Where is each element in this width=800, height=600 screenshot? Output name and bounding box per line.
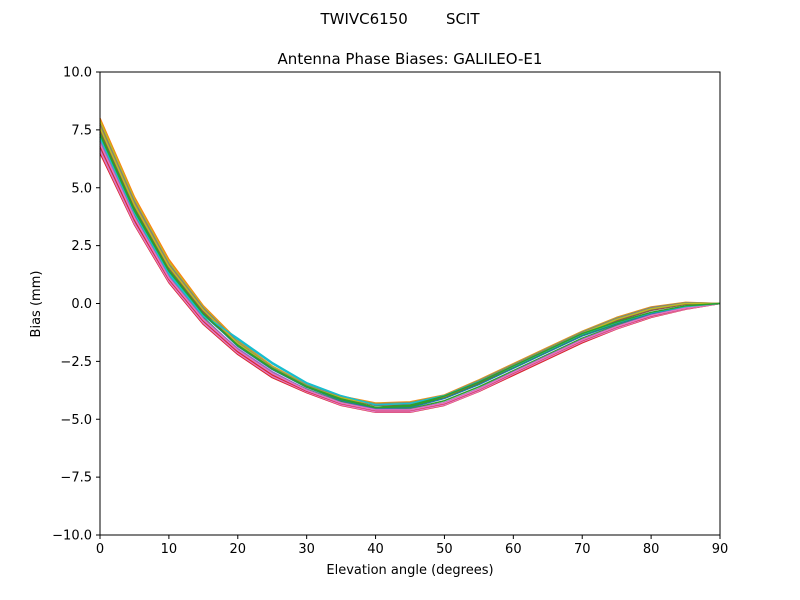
- series-line-15: [99, 141, 721, 411]
- x-tick-label: 40: [367, 542, 384, 557]
- series-line-19: [99, 127, 720, 406]
- series-line-12: [99, 124, 721, 406]
- series-line-6: [99, 122, 721, 405]
- series-line-21: [99, 134, 721, 408]
- series-line-3: [99, 141, 721, 411]
- x-tick-label: 30: [298, 542, 315, 557]
- x-tick-label: 90: [712, 542, 729, 557]
- x-tick-label: 10: [161, 542, 178, 557]
- x-tick-label: 80: [643, 542, 660, 557]
- x-tick-label: 70: [574, 542, 591, 557]
- series-line-10: [99, 138, 721, 407]
- x-tick-label: 20: [230, 542, 247, 557]
- x-tick-label: 60: [505, 542, 522, 557]
- series-line-11: [99, 134, 721, 409]
- series-line-13: [99, 131, 721, 409]
- y-tick-label: 10.0: [63, 66, 92, 81]
- series-line-2: [99, 117, 721, 404]
- y-tick-label: −7.5: [60, 471, 92, 486]
- series-line-17: [99, 143, 721, 411]
- series-line-9: [99, 120, 721, 405]
- series-line-18: [99, 124, 721, 405]
- y-axis-label: Bias (mm): [29, 271, 44, 338]
- y-axis: −10.0 −7.5 −5.0 −2.5 0.0 2.5 5.0 7.5 10.0: [52, 66, 100, 544]
- figure-suptitle: TWIVC6150 SCIT: [319, 10, 480, 28]
- x-tick-label: 0: [96, 542, 104, 557]
- chart-title: Antenna Phase Biases: GALILEO-E1: [278, 50, 543, 68]
- y-tick-label: −10.0: [52, 529, 92, 544]
- series-line-8: [99, 127, 720, 406]
- series-line-1: [99, 136, 721, 410]
- x-tick-label: 50: [436, 542, 453, 557]
- y-tick-label: 7.5: [71, 123, 92, 138]
- y-tick-label: 2.5: [71, 239, 92, 254]
- series-line-14: [99, 145, 721, 412]
- y-tick-label: 5.0: [71, 181, 92, 196]
- series-layer: [99, 117, 721, 414]
- series-line-5: [99, 148, 721, 412]
- y-tick-label: 0.0: [71, 297, 92, 312]
- series-line-20: [99, 136, 721, 406]
- series-line-7: [99, 150, 721, 413]
- y-tick-label: −5.0: [60, 413, 92, 428]
- x-axis-label: Elevation angle (degrees): [326, 563, 493, 578]
- y-tick-label: −2.5: [60, 355, 92, 370]
- series-line-4: [99, 152, 721, 414]
- series-line-16: [99, 129, 721, 407]
- x-axis: 0 10 20 30 40 50 60 70 80 90: [96, 535, 728, 557]
